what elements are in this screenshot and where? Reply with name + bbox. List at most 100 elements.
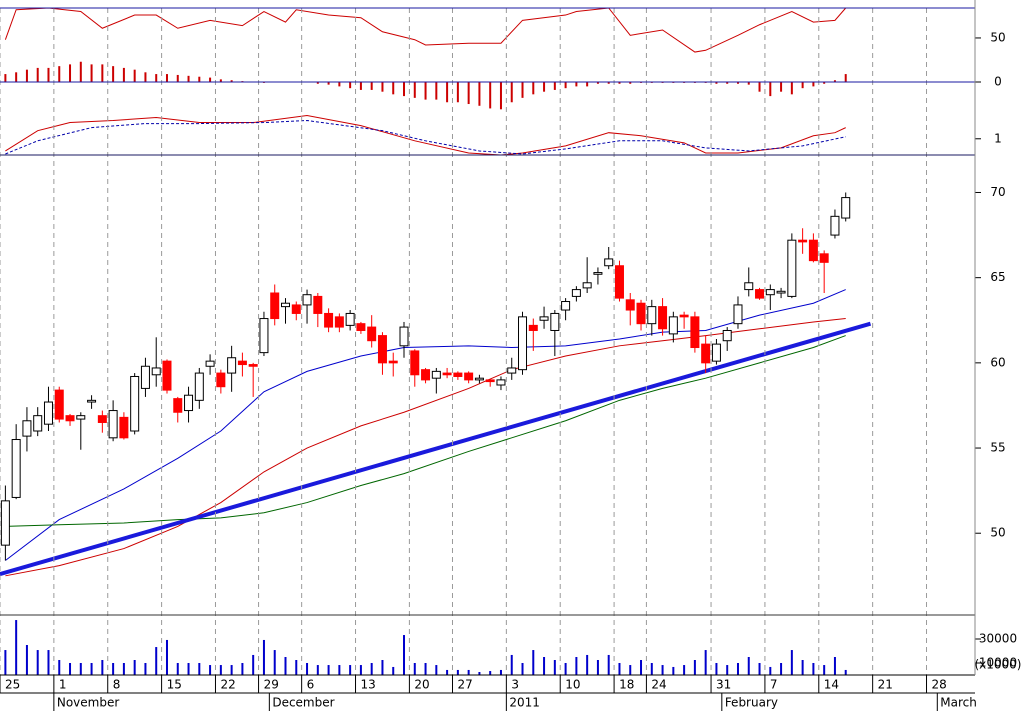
- x-tick-label: 7: [770, 678, 778, 692]
- bar: [532, 82, 535, 95]
- candle-body: [636, 302, 646, 325]
- candle-body: [755, 289, 765, 299]
- candle-body: [216, 372, 226, 388]
- bar: [155, 74, 158, 82]
- candle-body: [119, 416, 129, 439]
- bar: [823, 82, 826, 84]
- candle-body: [808, 239, 818, 262]
- x-tick-label: 21: [878, 678, 893, 692]
- x-tick-label: 27: [457, 678, 472, 692]
- bar: [661, 665, 664, 675]
- candle-body: [410, 350, 420, 376]
- bar: [607, 82, 610, 84]
- bar: [144, 72, 147, 82]
- bar: [370, 82, 373, 90]
- bar: [176, 74, 179, 82]
- candle-body: [237, 360, 247, 366]
- bar: [543, 82, 546, 92]
- x-tick-label: 25: [5, 678, 20, 692]
- bar: [801, 660, 804, 675]
- bar: [586, 82, 589, 87]
- x-tick-label: 10: [565, 678, 580, 692]
- bar: [823, 665, 826, 675]
- bar: [112, 66, 115, 82]
- bar: [489, 82, 492, 109]
- bar: [424, 82, 427, 100]
- y-tick-label: 50: [990, 30, 1005, 44]
- candle-body: [701, 343, 711, 364]
- candle-body: [830, 215, 840, 236]
- candle-body: [474, 377, 484, 381]
- bar: [446, 669, 449, 675]
- bar: [79, 663, 82, 675]
- bar: [564, 82, 567, 89]
- candle-body: [787, 239, 797, 297]
- x-tick-label: 24: [651, 678, 666, 692]
- bar: [47, 67, 50, 82]
- candle-body: [65, 415, 75, 422]
- bar: [187, 663, 190, 675]
- bar: [90, 64, 93, 82]
- bar: [747, 82, 750, 85]
- bar: [575, 657, 578, 675]
- bar: [187, 75, 190, 82]
- bar: [273, 650, 276, 675]
- bar: [295, 660, 298, 675]
- candle-body: [259, 318, 269, 354]
- candle-body: [798, 239, 808, 243]
- candle-body: [291, 304, 301, 314]
- bar: [284, 657, 287, 675]
- bar: [15, 72, 18, 82]
- y-tick-label: 30000: [979, 632, 1017, 646]
- bar: [833, 657, 836, 675]
- candle-body: [442, 372, 452, 376]
- bar: [349, 82, 352, 89]
- candle-body: [507, 367, 517, 374]
- bar: [575, 82, 578, 87]
- x-tick-label: 22: [220, 678, 235, 692]
- bar: [69, 64, 72, 82]
- candle-body: [140, 365, 150, 389]
- bar: [467, 669, 470, 675]
- bar: [812, 82, 815, 87]
- candle-body: [194, 372, 204, 401]
- candle-body: [87, 399, 97, 403]
- candle-body: [313, 295, 323, 314]
- candle-body: [399, 326, 409, 347]
- candle-body: [733, 304, 743, 325]
- candle-body: [485, 379, 495, 383]
- candle-body: [0, 500, 10, 546]
- candle-body: [453, 372, 463, 377]
- bar: [478, 672, 481, 675]
- x-tick-label: 29: [264, 678, 279, 692]
- candle-body: [270, 292, 280, 320]
- bar: [241, 663, 244, 675]
- month-label: December: [272, 696, 334, 710]
- bar: [510, 654, 513, 675]
- bar: [758, 82, 761, 92]
- bar: [564, 663, 567, 675]
- x-tick-label: 3: [511, 678, 519, 692]
- bar: [101, 64, 104, 82]
- bar: [629, 665, 632, 675]
- candle-body: [54, 389, 64, 420]
- bar: [58, 660, 61, 675]
- candle-body: [711, 343, 721, 362]
- candle-body: [679, 314, 689, 318]
- candle-body: [614, 265, 624, 299]
- bar: [456, 669, 459, 675]
- bar: [198, 663, 201, 675]
- candle-body: [776, 290, 786, 294]
- bar: [489, 671, 492, 675]
- candle-body: [431, 370, 441, 379]
- bar: [370, 663, 373, 675]
- candle-body: [205, 360, 215, 367]
- bar: [155, 647, 158, 675]
- bar: [219, 665, 222, 675]
- bar: [780, 82, 783, 92]
- candle-body: [668, 316, 678, 335]
- candle-body: [227, 357, 237, 374]
- candle-body: [658, 306, 668, 330]
- series-line: [5, 120, 846, 155]
